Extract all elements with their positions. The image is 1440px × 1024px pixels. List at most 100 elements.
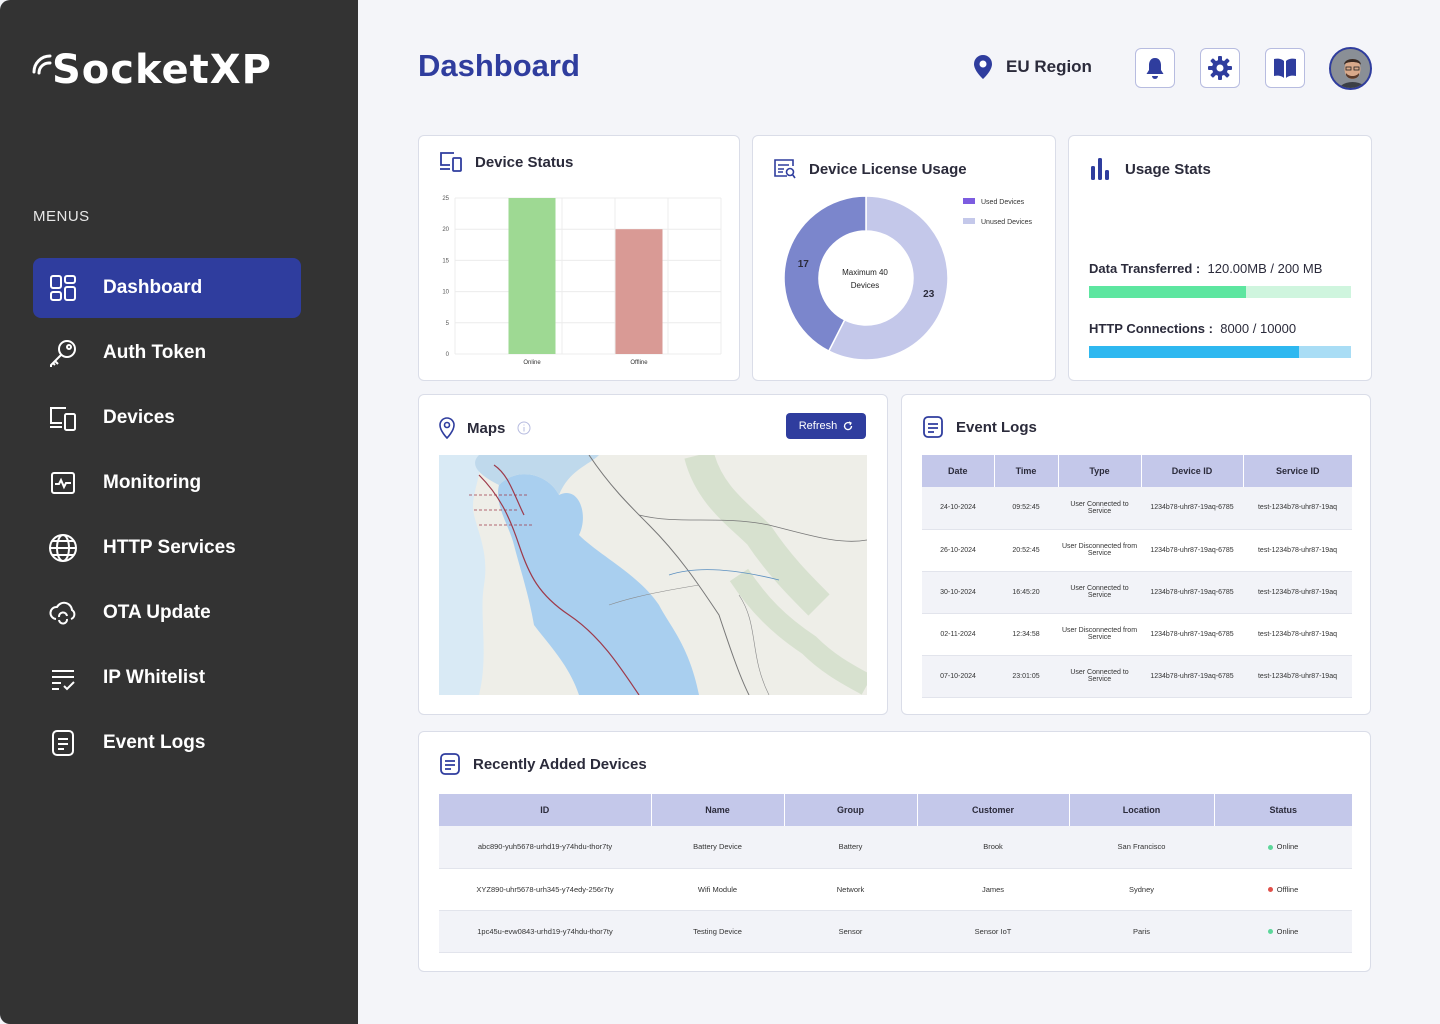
location-pin-icon <box>439 417 455 439</box>
avatar[interactable] <box>1329 47 1372 90</box>
table-cell: test-1234b78-uhr87-19aq <box>1243 613 1352 656</box>
map-view[interactable] <box>439 455 867 695</box>
column-header[interactable]: Date <box>922 455 995 487</box>
refresh-label: Refresh <box>798 420 838 432</box>
table-row[interactable]: abc890-yuh5678-urhd19-y74hdu-thor7ty Batt… <box>439 826 1352 869</box>
recent-devices-table-wrap: ID Name Group Customer Location Status a… <box>439 794 1352 953</box>
table-cell: Sensor <box>784 910 917 953</box>
http-connections-value: 8000 / 10000 <box>1220 321 1297 336</box>
device-status-chart: 25 20 15 10 5 0 Online Offline <box>442 196 722 366</box>
y-tick-label: 5 <box>446 321 450 327</box>
table-cell: 02-11-2024 <box>922 613 994 656</box>
legend-swatch <box>963 218 975 224</box>
bar-online[interactable] <box>508 198 556 354</box>
device-status-header: Device Status <box>439 151 573 173</box>
globe-icon <box>47 532 79 564</box>
device-status-card: Device Status 25 20 15 10 5 0 Online Offline <box>418 135 740 381</box>
table-cell: test-1234b78-uhr87-19aq <box>1243 655 1352 698</box>
x-tick-label: Online <box>523 360 541 366</box>
table-cell: 1pc45u-evw0843-urhd19-y74hdu-thor7ty <box>439 910 651 953</box>
maps-card: Maps Refresh <box>418 394 888 715</box>
table-cell: 30-10-2024 <box>922 571 994 614</box>
settings-button[interactable] <box>1200 48 1240 88</box>
column-header[interactable]: Customer <box>917 794 1070 826</box>
table-cell: 20:52:45 <box>994 529 1058 572</box>
table-row[interactable]: 24-10-2024 09:52:45 User Connected to Serv… <box>922 487 1352 530</box>
table-row[interactable]: 1pc45u-evw0843-urhd19-y74hdu-thor7ty Test… <box>439 910 1352 953</box>
bar-offline[interactable] <box>615 229 663 354</box>
x-tick-label: Offline <box>630 360 648 366</box>
refresh-button[interactable]: Refresh <box>786 413 866 439</box>
column-header[interactable]: Time <box>994 455 1059 487</box>
table-header-row: Date Time Type Device ID Service ID <box>922 455 1352 487</box>
donut-slice-unused-devices[interactable] <box>827 195 949 361</box>
notifications-button[interactable] <box>1135 48 1175 88</box>
column-header[interactable]: Type <box>1058 455 1142 487</box>
table-cell: User Connected to Service <box>1058 487 1141 530</box>
table-row[interactable]: 02-11-2024 12:34:58 User Disconnected from… <box>922 613 1352 656</box>
docs-button[interactable] <box>1265 48 1305 88</box>
logo-text: SocketXP <box>52 47 272 93</box>
menus-label: MENUS <box>33 208 90 225</box>
license-certificate-icon <box>774 159 796 179</box>
table-cell: test-1234b78-uhr87-19aq <box>1243 487 1352 530</box>
table-row[interactable]: 07-10-2024 23:01:05 User Connected to Serv… <box>922 655 1352 698</box>
table-cell: Paris <box>1069 910 1214 953</box>
column-header[interactable]: Status <box>1214 794 1352 826</box>
column-header[interactable]: Location <box>1069 794 1215 826</box>
sidebar: SocketXP MENUS Dashboard Auth Token <box>0 0 358 1024</box>
logo[interactable]: SocketXP <box>30 40 272 100</box>
sidebar-item-monitoring[interactable]: Monitoring <box>33 453 301 513</box>
table-row[interactable]: 26-10-2024 20:52:45 User Disconnected from… <box>922 529 1352 572</box>
status-dot-icon <box>1267 844 1273 850</box>
table-cell: abc890-yuh5678-urhd19-y74hdu-thor7ty <box>439 826 651 869</box>
signal-waves-icon <box>32 54 52 75</box>
table-cell: Testing Device <box>651 910 784 953</box>
refresh-icon <box>844 421 853 431</box>
book-icon <box>1274 58 1296 78</box>
status-badge: Offline <box>1276 884 1299 894</box>
table-cell: 1234b78-uhr87-19aq-6785 <box>1141 613 1243 656</box>
info-icon[interactable] <box>517 421 531 435</box>
table-cell: 24-10-2024 <box>922 487 994 530</box>
region-selector[interactable]: EU Region <box>972 54 1092 80</box>
usage-stats-card: Usage Stats Data Transferred : 120.00MB … <box>1068 135 1372 381</box>
sidebar-item-auth-token[interactable]: Auth Token <box>33 323 301 383</box>
status-badge: Online <box>1276 842 1299 852</box>
column-header[interactable]: Device ID <box>1141 455 1244 487</box>
status-badge: Online <box>1276 926 1299 936</box>
status-cell: Offline <box>1214 868 1352 911</box>
table-cell: 09:52:45 <box>994 487 1058 530</box>
http-connections-bar <box>1089 346 1351 358</box>
recent-devices-card: Recently Added Devices ID Name Group Cus… <box>418 731 1371 972</box>
table-cell: Sensor IoT <box>917 910 1069 953</box>
donut-value-label: 23 <box>923 289 935 300</box>
sidebar-item-devices[interactable]: Devices <box>33 388 301 448</box>
list-check-icon <box>47 662 79 694</box>
sidebar-item-dashboard[interactable]: Dashboard <box>33 258 301 318</box>
column-header[interactable]: Service ID <box>1243 455 1352 487</box>
devices-icon <box>440 152 462 172</box>
donut-center-line-1: Maximum 40 <box>842 268 888 277</box>
sidebar-item-event-logs[interactable]: Event Logs <box>33 713 301 773</box>
data-transferred-label: Data Transferred : 120.00MB / 200 MB <box>1089 261 1322 276</box>
table-row[interactable]: 30-10-2024 16:45:20 User Connected to Serv… <box>922 571 1352 614</box>
column-header[interactable]: Name <box>651 794 785 826</box>
sidebar-item-ip-whitelist[interactable]: IP Whitelist <box>33 648 301 708</box>
table-row[interactable]: XYZ890-uhr5678-urh345-y74edy-256r7ty Wifi… <box>439 868 1352 911</box>
license-title: Device License Usage <box>809 160 967 178</box>
http-connections-label: HTTP Connections : 8000 / 10000 <box>1089 321 1296 336</box>
donut-slice-used-devices[interactable] <box>783 195 867 353</box>
column-header[interactable]: Group <box>784 794 918 826</box>
sidebar-item-ota-update[interactable]: OTA Update <box>33 583 301 643</box>
column-header[interactable]: ID <box>439 794 652 826</box>
table-cell: User Disconnected from Service <box>1058 613 1141 656</box>
sidebar-item-http-services[interactable]: HTTP Services <box>33 518 301 578</box>
donut-center-label: Maximum 40 Devices <box>819 266 911 292</box>
license-header: Device License Usage <box>773 158 967 180</box>
data-transferred-fill <box>1089 286 1247 298</box>
sidebar-item-label: Monitoring <box>103 472 202 493</box>
table-cell: User Connected to Service <box>1058 655 1141 698</box>
table-cell: XYZ890-uhr5678-urh345-y74edy-256r7ty <box>439 868 651 911</box>
sidebar-item-label: Dashboard <box>103 277 203 298</box>
